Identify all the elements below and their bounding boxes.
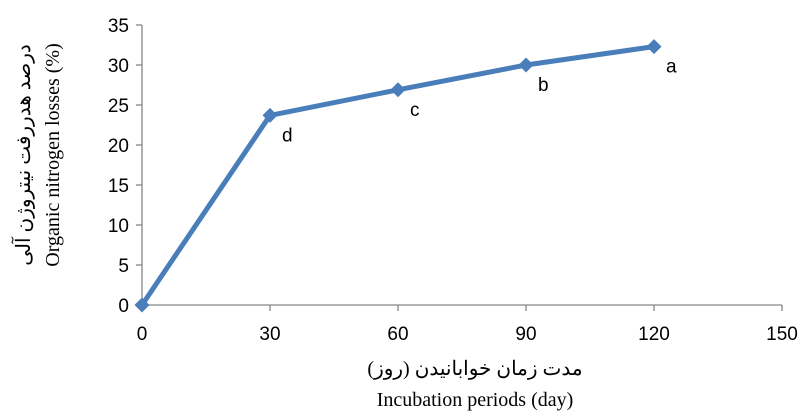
y-ticks: 0 5 10 15 20 25 30 35 [108, 16, 142, 317]
x-tick-label: 30 [259, 324, 280, 345]
y-tick-label: 35 [108, 16, 129, 37]
data-point-marker [646, 39, 662, 55]
y-tick-label: 5 [118, 256, 129, 277]
data-label: b [538, 75, 549, 96]
data-point-marker [134, 297, 150, 313]
y-tick-label: 15 [108, 176, 129, 197]
y-axis-title-fa: درصد هدررفت نیتروژن آلی [11, 44, 35, 266]
x-axis-title-en: Incubation periods (day) [377, 389, 574, 411]
x-tick-label: 0 [137, 324, 148, 345]
data-label: c [410, 100, 420, 121]
y-tick-label: 25 [108, 96, 129, 117]
y-tick-label: 30 [108, 56, 129, 77]
x-ticks: 0 30 60 90 120 150 [137, 305, 798, 345]
data-point-marker [518, 57, 534, 73]
data-point-marker [262, 107, 278, 123]
series-markers [134, 39, 662, 313]
x-tick-label: 90 [515, 324, 536, 345]
x-tick-label: 60 [387, 324, 408, 345]
y-tick-label: 0 [118, 296, 129, 317]
x-axis-title-fa: مدت زمان خوابانیدن (روز) [367, 358, 582, 380]
data-point-marker [390, 82, 406, 98]
x-tick-label: 150 [766, 324, 798, 345]
data-label: d [282, 125, 293, 146]
y-tick-label: 20 [108, 136, 129, 157]
x-tick-label: 120 [638, 324, 670, 345]
y-axis-title-en: Organic nitrogen losses (%) [42, 43, 64, 266]
point-labels: d c b a [282, 57, 677, 147]
y-tick-label: 10 [108, 216, 129, 237]
data-label: a [666, 57, 677, 78]
axes [141, 25, 782, 306]
